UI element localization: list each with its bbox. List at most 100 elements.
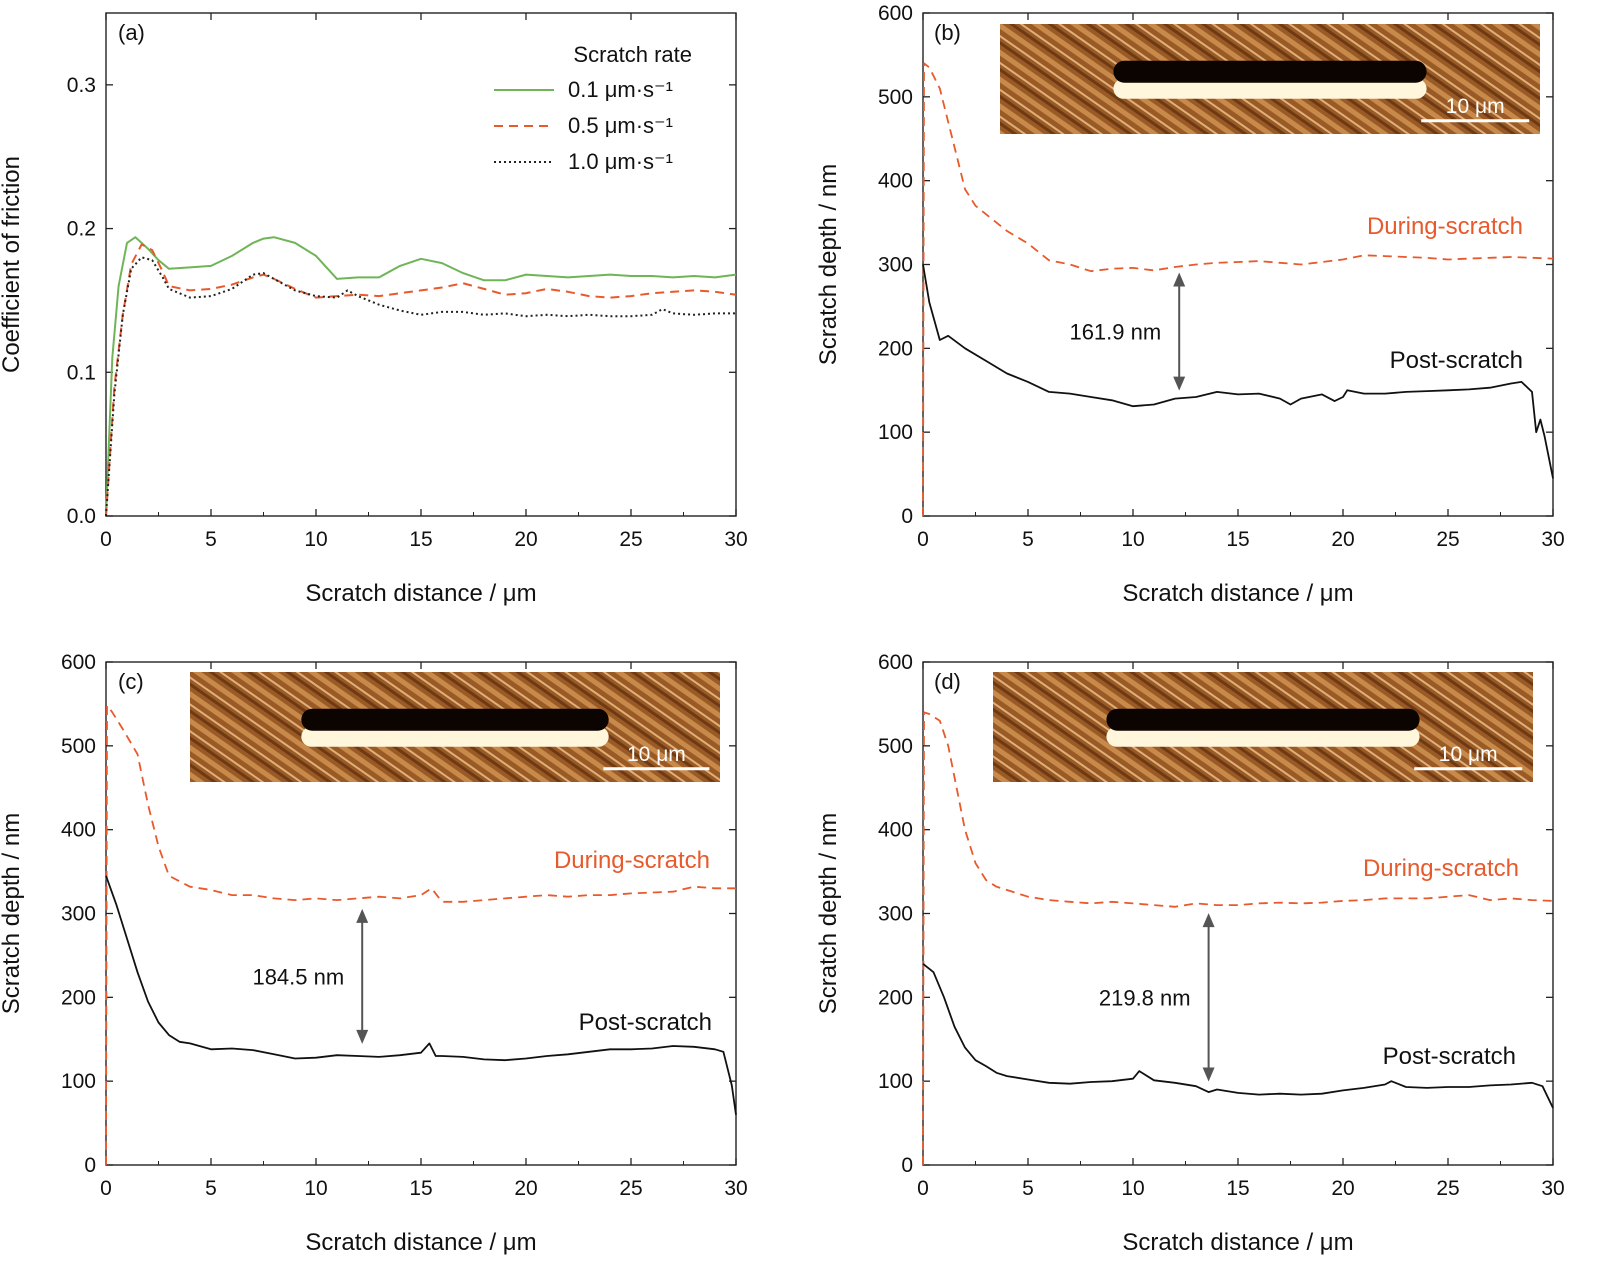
x-axis-label: Scratch distance / μm: [1122, 580, 1353, 607]
x-tick-label: 15: [409, 528, 432, 551]
post-scratch-label: Post-scratch: [1390, 347, 1523, 374]
y-tick-label: 500: [878, 735, 913, 758]
post-scratch-label: Post-scratch: [1383, 1043, 1516, 1070]
legend: Scratch rate 0.1 μm·s⁻¹ 0.5 μm·s⁻¹ 1.0 μm·s…: [494, 42, 692, 174]
x-axis-label: Scratch distance / μm: [305, 580, 536, 607]
x-tick-label: 0: [100, 528, 112, 551]
scale-bar-label: 10 μm: [1446, 95, 1505, 118]
x-tick-label: 5: [205, 528, 217, 551]
y-tick-label: 100: [878, 1070, 913, 1093]
panel-label: (d): [934, 669, 961, 694]
arrow-head-bottom: [1173, 376, 1186, 391]
legend-title: Scratch rate: [573, 42, 692, 67]
series-line-0-1-m-s-: [105, 236, 737, 517]
afm-inset-image: 10 μm: [1000, 24, 1540, 134]
scale-bar-label: 10 μm: [1439, 743, 1498, 766]
y-axis-label: Scratch depth / nm: [0, 813, 25, 1014]
x-tick-label: 5: [1022, 1177, 1034, 1200]
x-axis-label: Scratch distance / μm: [305, 1229, 536, 1256]
x-tick-label: 20: [514, 1177, 537, 1200]
y-tick-label: 200: [878, 986, 913, 1009]
arrow-head-bottom: [1202, 1067, 1215, 1082]
y-tick-label: 500: [61, 735, 96, 758]
afm-groove-pileup: [1106, 726, 1420, 747]
afm-groove: [1113, 60, 1427, 83]
chart-panel-d: 10 μm0 5 10 15 20 25 300100200300400500600Scra…: [815, 651, 1565, 1256]
during-scratch-label: During-scratch: [554, 847, 710, 874]
x-tick-label: 20: [1331, 528, 1354, 551]
y-tick-label: 100: [61, 1070, 96, 1093]
series-line-1-0-m-s-: [105, 256, 736, 517]
y-tick-label: 0: [901, 1154, 913, 1177]
y-tick-label: 300: [878, 903, 913, 926]
y-tick-label: 300: [878, 254, 913, 277]
y-axis-label: Scratch depth / nm: [815, 164, 842, 365]
depth-gap-arrow: [1173, 272, 1186, 391]
y-tick-label: 300: [61, 903, 96, 926]
x-tick-label: 10: [304, 528, 327, 551]
y-tick-label: 400: [61, 819, 96, 842]
series-line-post-scratch: [105, 875, 737, 1115]
afm-inset-image: 10 μm: [993, 672, 1533, 782]
legend-entry: 0.5 μm·s⁻¹: [568, 113, 673, 138]
during-scratch-label: During-scratch: [1363, 855, 1519, 882]
x-tick-label: 25: [619, 528, 642, 551]
chart-panel-b: 10 μm0 5 10 15 20 25 300100200300400500600Scra…: [815, 2, 1565, 607]
y-tick-label: 0.2: [67, 218, 96, 241]
y-tick-label: 0.1: [67, 361, 96, 384]
y-tick-label: 0.3: [67, 74, 96, 97]
chart-panel-c: 10 μm0 5 10 15 20 25 300100200300400500600Scra…: [0, 651, 748, 1256]
post-scratch-label: Post-scratch: [579, 1009, 712, 1036]
y-tick-label: 0: [84, 1154, 96, 1177]
arrow-head-top: [1202, 913, 1215, 928]
x-tick-label: 30: [724, 1177, 747, 1200]
depth-gap-arrow: [356, 908, 369, 1044]
series-line-during-scratch: [105, 704, 736, 1166]
afm-groove: [301, 708, 609, 731]
x-tick-label: 10: [1121, 528, 1144, 551]
series-line-post-scratch: [922, 963, 1554, 1109]
x-tick-label: 5: [1022, 528, 1034, 551]
x-tick-label: 10: [304, 1177, 327, 1200]
y-tick-label: 600: [61, 651, 96, 674]
x-tick-label: 30: [1541, 1177, 1564, 1200]
x-tick-label: 25: [1436, 528, 1459, 551]
x-axis-label: Scratch distance / μm: [1122, 1229, 1353, 1256]
afm-groove: [1106, 708, 1420, 731]
x-tick-label: 0: [917, 528, 929, 551]
y-tick-label: 400: [878, 819, 913, 842]
panel-label: (c): [118, 669, 144, 694]
x-tick-label: 25: [619, 1177, 642, 1200]
x-tick-label: 10: [1121, 1177, 1144, 1200]
series-line-post-scratch: [922, 264, 1554, 479]
y-axis-label: Coefficient of friction: [0, 156, 25, 373]
during-scratch-label: During-scratch: [1367, 213, 1523, 240]
y-tick-label: 500: [878, 86, 913, 109]
arrow-head-bottom: [356, 1029, 369, 1044]
x-tick-label: 20: [1331, 1177, 1354, 1200]
legend-entry: 1.0 μm·s⁻¹: [568, 149, 673, 174]
y-tick-label: 100: [878, 421, 913, 444]
series-line-during-scratch: [922, 711, 1554, 1166]
depth-gap-arrow: [1202, 913, 1215, 1082]
y-axis-label: Scratch depth / nm: [815, 813, 842, 1014]
afm-inset-image: 10 μm: [190, 672, 720, 782]
y-tick-label: 200: [878, 337, 913, 360]
scale-bar-label: 10 μm: [627, 743, 686, 766]
y-tick-label: 200: [61, 986, 96, 1009]
y-tick-label: 0: [901, 505, 913, 528]
arrow-head-top: [356, 908, 369, 923]
x-tick-label: 30: [1541, 528, 1564, 551]
x-tick-label: 0: [917, 1177, 929, 1200]
x-tick-label: 0: [100, 1177, 112, 1200]
x-tick-label: 15: [409, 1177, 432, 1200]
y-tick-label: 600: [878, 651, 913, 674]
depth-gap-label: 161.9 nm: [1069, 320, 1161, 345]
panel-label: (a): [118, 20, 145, 45]
depth-gap-label: 184.5 nm: [252, 964, 344, 989]
y-tick-label: 400: [878, 170, 913, 193]
arrow-head-top: [1173, 272, 1186, 287]
series-line-0-5-m-s-: [105, 243, 737, 517]
x-tick-label: 15: [1226, 1177, 1249, 1200]
